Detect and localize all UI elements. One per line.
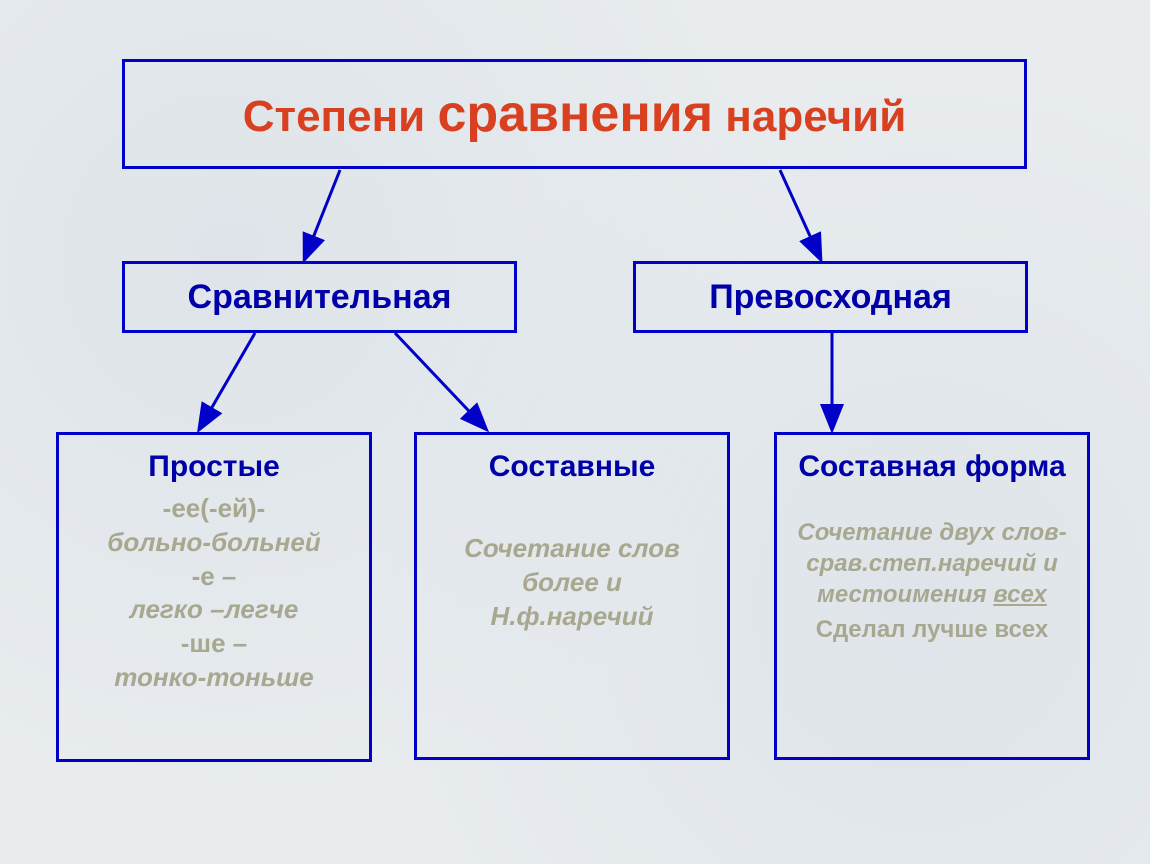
simple-example3: тонко-тоньше [114, 661, 313, 695]
compound-desc1: Сочетание слов [464, 532, 680, 566]
comparative-box: Сравнительная [122, 261, 517, 333]
comparative-label: Сравнительная [188, 278, 452, 317]
title-box: Степени сравнения наречий [122, 59, 1027, 169]
simple-suffix1: -ее(-ей)- [163, 492, 266, 526]
superlative-form-title: Составная форма [798, 450, 1065, 484]
superlative-form-desc1: Сочетание двух слов- [797, 517, 1066, 548]
superlative-form-desc: Сочетание двух слов- срав.степ.наречий и… [797, 517, 1066, 611]
arrow-2 [780, 170, 820, 258]
superlative-form-desc3: местоимения [817, 581, 993, 608]
title-part3: наречий [713, 92, 906, 141]
simple-suffix3: -ше – [181, 627, 247, 661]
simple-suffix2: -е – [192, 560, 237, 594]
compound-desc: Сочетание слов более и Н.ф.наречий [464, 532, 680, 633]
simple-example1: больно-больней [107, 526, 320, 560]
title-part2: сравнения [437, 85, 713, 143]
title-text: Степени сравнения наречий [243, 84, 907, 144]
simple-example2: легко –легче [130, 593, 299, 627]
compound-desc3: Н.ф.наречий [464, 600, 680, 634]
superlative-form-box: Составная форма Сочетание двух слов- сра… [774, 432, 1090, 760]
superlative-form-desc3-underline: всех [993, 581, 1047, 608]
arrow-3 [200, 333, 255, 428]
arrow-4 [395, 333, 485, 428]
superlative-box: Превосходная [633, 261, 1028, 333]
simple-box: Простые -ее(-ей)- больно-больней -е – ле… [56, 432, 372, 762]
compound-desc2: более и [464, 566, 680, 600]
superlative-form-desc2: срав.степ.наречий и [797, 548, 1066, 579]
simple-title: Простые [148, 450, 280, 484]
superlative-form-desc3-wrap: местоимения всех [797, 579, 1066, 610]
superlative-label: Превосходная [709, 278, 952, 317]
compound-box: Составные Сочетание слов более и Н.ф.нар… [414, 432, 730, 760]
arrow-1 [305, 170, 340, 258]
superlative-form-result: Сделал лучше всех [816, 614, 1049, 645]
title-part1: Степени [243, 92, 438, 141]
compound-title: Составные [489, 450, 656, 484]
